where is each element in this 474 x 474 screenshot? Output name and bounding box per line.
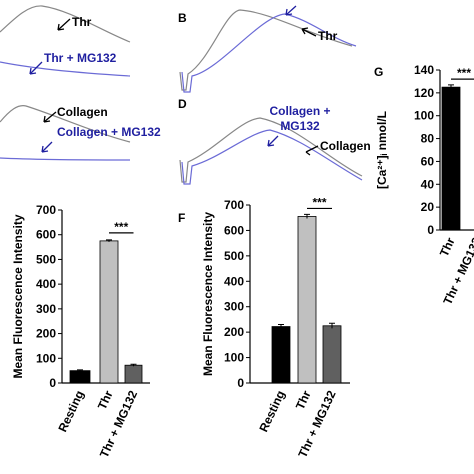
y-tick-label: 400 [36,277,56,291]
panel-label: B [178,11,187,25]
y-tick-label: 140 [414,63,434,77]
y-tick-label: 700 [36,203,56,217]
significance-label: *** [114,220,128,234]
trace [0,61,131,77]
y-tick-label: 200 [36,327,56,341]
y-tick-label: 120 [414,86,434,100]
bar [99,240,119,384]
y-tick-label: 0 [237,376,244,390]
trace [179,9,353,91]
arrow [267,135,279,147]
bar [322,325,342,384]
arrow [305,145,319,156]
bar [297,216,317,384]
bar [271,326,291,384]
trace-label: Collagen [320,139,371,153]
significance-label: *** [312,195,326,209]
y-tick-label: 80 [421,132,435,146]
y-tick-label: 100 [414,109,434,123]
trace-label: Thr + MG132 [44,51,117,65]
trace-label: MG132 [280,119,320,133]
trace-label: Collagen + [269,104,330,118]
trace-label: Collagen + MG132 [57,125,161,139]
trace [0,157,131,161]
bar [441,86,461,231]
y-axis-label: [Ca²⁺]ᵢ nmol/L [375,111,389,189]
significance-label: *** [457,66,471,80]
y-tick-label: 300 [224,300,244,314]
arrow [43,111,57,123]
trace [181,13,357,93]
error-bar [329,322,335,329]
arrow [29,61,43,75]
error-bar [106,239,112,242]
y-tick-label: 100 [36,351,56,365]
error-bar [304,213,310,219]
error-bar [77,369,83,372]
arrow [41,141,53,153]
arrow [301,27,317,37]
trace [0,105,131,143]
y-tick-label: 700 [224,198,244,212]
trace [179,117,363,183]
error-bar [448,84,454,90]
y-axis-label: Mean Fluorescence Intensity [201,212,215,376]
y-tick-label: 600 [224,223,244,237]
y-tick-label: 0 [49,376,56,390]
bar [69,370,91,384]
y-tick-label: 600 [36,228,56,242]
error-bar [278,324,284,329]
y-tick-label: 500 [224,249,244,263]
trace [181,129,363,185]
y-tick-label: 200 [224,325,244,339]
trace-label: Thr [72,15,92,29]
trace-label: Thr [318,29,338,43]
bar [124,364,143,384]
trace [0,5,131,43]
y-tick-label: 60 [421,154,435,168]
arrow [285,5,297,16]
panel-label: G [374,65,383,79]
y-tick-label: 400 [224,274,244,288]
y-tick-label: 100 [224,351,244,365]
panel-label: F [178,211,185,225]
y-tick-label: 0 [427,223,434,237]
y-tick-label: 40 [421,177,435,191]
y-tick-label: 500 [36,252,56,266]
panel-label: D [178,97,187,111]
y-tick-label: 20 [421,200,435,214]
y-tick-label: 300 [36,302,56,316]
y-axis-label: Mean Fluorescence Intensity [11,214,25,378]
error-bar [130,363,137,367]
arrow [57,18,71,31]
trace-label: Collagen [57,105,108,119]
